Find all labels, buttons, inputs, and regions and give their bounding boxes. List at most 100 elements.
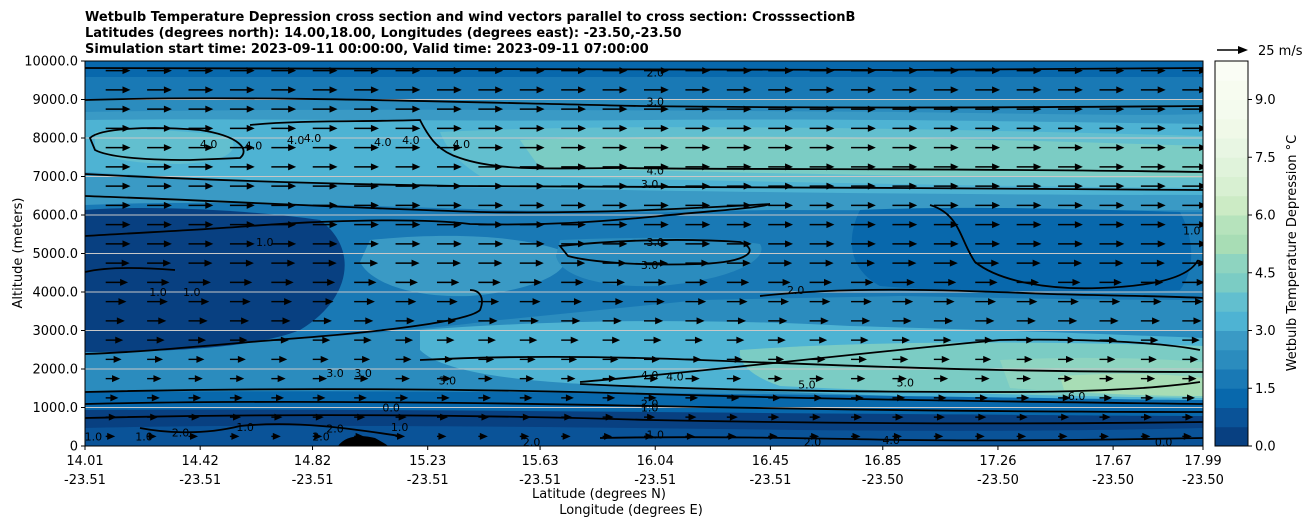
wind-vector bbox=[1058, 163, 1083, 171]
x-tick-label-lon: -23.51 bbox=[179, 473, 221, 488]
wind-vector bbox=[602, 240, 628, 248]
wind-vector bbox=[188, 163, 214, 171]
wind-vector bbox=[354, 278, 377, 286]
wind-vector bbox=[809, 259, 834, 267]
wind-vector bbox=[644, 67, 669, 75]
wind-vector bbox=[561, 86, 586, 94]
wind-vector bbox=[602, 278, 625, 286]
wind-vector bbox=[851, 336, 869, 344]
wind-vector bbox=[768, 105, 794, 113]
contour-label: 3.0 bbox=[641, 259, 659, 272]
wind-vector bbox=[726, 317, 746, 325]
wind-vector bbox=[892, 375, 907, 383]
wind-vector bbox=[105, 432, 116, 440]
wind-vector bbox=[478, 182, 504, 190]
wind-vector bbox=[188, 298, 210, 306]
colorbar-segment bbox=[1215, 61, 1248, 81]
wind-vector bbox=[892, 432, 902, 440]
colorbar-segment bbox=[1215, 272, 1248, 293]
wind-vector bbox=[354, 67, 379, 75]
wind-vector bbox=[685, 86, 711, 94]
wind-vector bbox=[271, 201, 297, 209]
wind-vector bbox=[933, 67, 959, 75]
wind-vector bbox=[1140, 394, 1154, 402]
svg-text:4.0: 4.0 bbox=[453, 138, 471, 151]
wind-vector bbox=[478, 298, 500, 306]
wind-vector bbox=[561, 240, 586, 248]
wind-vector bbox=[1140, 240, 1166, 248]
wind-vector bbox=[685, 413, 697, 421]
wind-vector bbox=[229, 259, 254, 267]
wind-vector bbox=[147, 432, 157, 440]
contour-line bbox=[558, 239, 751, 266]
contour-line bbox=[759, 288, 1203, 299]
svg-text:1.0: 1.0 bbox=[391, 421, 409, 434]
wind-vector bbox=[354, 413, 366, 421]
wind-vector bbox=[602, 259, 627, 267]
contour-line bbox=[419, 356, 1203, 373]
wind-vector bbox=[561, 278, 584, 286]
wind-vector bbox=[892, 317, 912, 325]
wind-vector bbox=[354, 86, 379, 94]
wind-vector bbox=[1016, 144, 1042, 152]
contour-label: 4.0 bbox=[245, 140, 263, 153]
wind-vector bbox=[105, 67, 131, 75]
wind-vector bbox=[312, 67, 338, 75]
wind-vector bbox=[768, 413, 780, 421]
wind-vector bbox=[851, 86, 876, 94]
wind-vector bbox=[436, 298, 458, 306]
y-tick-label: 4000.0 bbox=[33, 286, 79, 301]
wind-vector bbox=[726, 163, 752, 171]
wind-vector bbox=[644, 144, 669, 152]
wind-vector bbox=[933, 432, 944, 440]
wind-vector bbox=[1099, 375, 1114, 383]
wind-vector bbox=[105, 375, 121, 383]
wind-vector bbox=[436, 317, 457, 325]
wind-vector bbox=[1016, 221, 1042, 229]
wind-vector bbox=[271, 182, 297, 190]
x-tick-label-lat: 17.99 bbox=[1184, 454, 1221, 469]
contour-line bbox=[85, 289, 483, 355]
wind-vector bbox=[147, 144, 172, 152]
wind-vector bbox=[1140, 105, 1166, 113]
wind-vector bbox=[1140, 163, 1166, 171]
quiver-key-label: 25 m/s bbox=[1258, 44, 1303, 59]
wind-vector bbox=[519, 394, 533, 402]
wind-vector bbox=[933, 317, 954, 325]
wind-vector bbox=[892, 201, 918, 209]
x-tick-label-lon: -23.50 bbox=[862, 473, 904, 488]
contour-label: 4.0 bbox=[882, 434, 900, 447]
wind-vector bbox=[354, 336, 372, 344]
wind-vector bbox=[229, 144, 255, 152]
wind-vector bbox=[685, 394, 699, 402]
wind-vector bbox=[851, 221, 876, 229]
wind-vector bbox=[312, 144, 338, 152]
x-tick-label-lat: 14.82 bbox=[294, 454, 331, 469]
wind-vector bbox=[519, 144, 545, 152]
y-tick-label: 8000.0 bbox=[33, 132, 79, 147]
wind-vector bbox=[188, 201, 214, 209]
wind-vector bbox=[229, 336, 248, 344]
wind-vector bbox=[105, 201, 131, 209]
wind-vector bbox=[147, 298, 168, 306]
contour-label: 4.0 bbox=[646, 165, 664, 178]
wind-vector bbox=[1140, 86, 1166, 94]
svg-text:5.0: 5.0 bbox=[896, 376, 914, 389]
wind-vector bbox=[809, 432, 820, 440]
wind-vector bbox=[1058, 240, 1083, 248]
wind-vector bbox=[229, 221, 255, 229]
wind-vector bbox=[892, 163, 918, 171]
wind-vector bbox=[1099, 317, 1119, 325]
wind-vector bbox=[726, 432, 737, 440]
wind-vector bbox=[1182, 336, 1200, 344]
wind-vector bbox=[395, 336, 414, 344]
svg-text:3.0: 3.0 bbox=[326, 367, 344, 380]
x-tick-label-lat: 17.67 bbox=[1095, 454, 1132, 469]
svg-text:4.0: 4.0 bbox=[646, 165, 664, 178]
x-tick-label-lat: 14.01 bbox=[66, 454, 103, 469]
wind-vector bbox=[933, 355, 950, 363]
wind-vector bbox=[1140, 182, 1166, 190]
wind-vector bbox=[229, 163, 255, 171]
wind-vector bbox=[354, 163, 379, 171]
wind-vector bbox=[436, 394, 450, 402]
